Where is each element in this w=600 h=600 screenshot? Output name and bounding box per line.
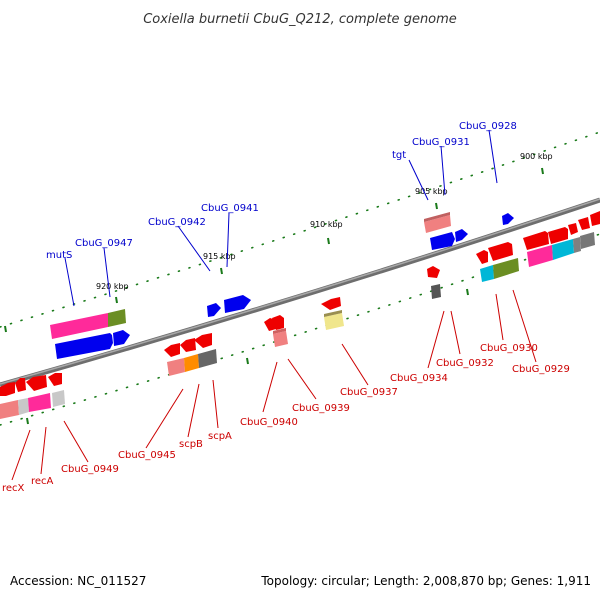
cog-block-0945	[167, 358, 185, 376]
cog-block-recX2	[18, 398, 29, 415]
gene-label-scpB[interactable]: scpB	[179, 439, 203, 450]
kbp-label-915: 915 kbp	[203, 252, 236, 261]
gene-block-0929c[interactable]	[568, 223, 578, 235]
cog-block-0929b	[552, 239, 574, 260]
reverse-leader-lines	[11, 289, 537, 481]
gene-block-0930a[interactable]	[476, 250, 488, 264]
kbp-label-920: 920 kbp	[96, 282, 129, 291]
gene-block-0947[interactable]	[55, 333, 113, 359]
cog-block-0934	[431, 284, 441, 299]
genome-backbone-highlight	[0, 198, 600, 385]
gene-label-CbuG_0949[interactable]: CbuG_0949	[61, 464, 119, 475]
gene-block-0929e[interactable]	[590, 211, 600, 226]
map-title: Coxiella burnetii CbuG_Q212, complete ge…	[143, 12, 457, 27]
gene-block-tgt[interactable]	[430, 232, 455, 250]
cog-block-0930b	[493, 258, 519, 279]
gene-block-scpA[interactable]	[194, 333, 212, 348]
gene-label-scpA[interactable]: scpA	[208, 431, 232, 442]
gene-label-tgt[interactable]: tgt	[392, 150, 406, 161]
gene-label-recA[interactable]: recA	[31, 476, 54, 487]
cog-block-0929	[527, 245, 553, 267]
gene-label-CbuG_0945[interactable]: CbuG_0945	[118, 450, 176, 461]
gene-block-0929a[interactable]	[523, 231, 549, 250]
major-ticks	[4, 167, 544, 425]
gene-label-CbuG_0937[interactable]: CbuG_0937	[340, 387, 398, 398]
cog-block-0937	[324, 313, 344, 330]
kbp-label-910: 910 kbp	[310, 220, 343, 229]
outer-tick-ring	[0, 131, 600, 328]
gene-block-0942[interactable]	[207, 303, 221, 317]
cog-block-0937-cap	[324, 310, 342, 317]
gene-block-0941[interactable]	[224, 295, 251, 313]
cog-block-tgt	[424, 215, 451, 233]
gene-label-CbuG_0930[interactable]: CbuG_0930	[480, 343, 538, 354]
cog-block-0940-cap	[273, 328, 286, 334]
cog-block-0940	[273, 331, 288, 347]
cog-block-0949	[52, 390, 65, 407]
cog-block-0930	[480, 265, 494, 282]
gene-block-0929b[interactable]	[548, 227, 568, 244]
gene-label-CbuG_0934[interactable]: CbuG_0934	[390, 373, 448, 384]
gene-label-CbuG_0940[interactable]: CbuG_0940	[240, 417, 298, 428]
genome-backbone	[0, 197, 600, 388]
gene-block-0931[interactable]	[455, 229, 468, 242]
gene-block-0930b[interactable]	[488, 242, 513, 261]
kbp-label-900: 900 kbp	[520, 152, 553, 161]
gene-block-recXb[interactable]	[15, 378, 26, 392]
gene-label-CbuG_0928[interactable]: CbuG_0928	[459, 121, 517, 132]
cog-block-0947	[50, 309, 126, 339]
gene-label-CbuG_0941[interactable]: CbuG_0941	[201, 203, 259, 214]
gene-block-0939b[interactable]	[272, 315, 284, 330]
kbp-label-905: 905 kbp	[415, 187, 448, 196]
cog-block-0929c	[573, 237, 581, 253]
cog-block-recX	[0, 400, 19, 419]
gene-block-recA[interactable]	[26, 375, 47, 391]
gene-block-mutS[interactable]	[113, 330, 130, 346]
gene-label-CbuG_0932[interactable]: CbuG_0932	[436, 358, 494, 369]
gene-label-mutS[interactable]: mutS	[46, 250, 72, 261]
gene-block-recX[interactable]	[0, 382, 15, 396]
topology-text: Topology: circular; Length: 2,008,870 bp…	[261, 574, 591, 588]
cog-block-tgt-cap	[424, 212, 450, 222]
gene-block-0928[interactable]	[502, 213, 514, 225]
gene-label-CbuG_0942[interactable]: CbuG_0942	[148, 217, 206, 228]
gene-block-0949[interactable]	[48, 373, 62, 386]
gene-block-0945b[interactable]	[180, 338, 196, 352]
gene-block-0932[interactable]	[427, 266, 440, 278]
forward-leader-lines	[64, 129, 498, 307]
gene-block-0939[interactable]	[264, 318, 276, 331]
accession-text: Accession: NC_011527	[10, 574, 147, 588]
gene-block-0945a[interactable]	[164, 343, 180, 357]
gene-block-0929d[interactable]	[578, 217, 590, 230]
gene-label-CbuG_0947[interactable]: CbuG_0947	[75, 238, 133, 249]
gene-block-0937[interactable]	[321, 297, 341, 310]
cog-block-0929d	[580, 232, 595, 249]
gene-label-CbuG_0939[interactable]: CbuG_0939	[292, 403, 350, 414]
gene-label-recX[interactable]: recX	[2, 483, 25, 494]
gene-label-CbuG_0929[interactable]: CbuG_0929	[512, 364, 570, 375]
gene-label-CbuG_0931[interactable]: CbuG_0931	[412, 137, 470, 148]
cog-block-scpA	[198, 349, 217, 368]
cog-block-recA	[28, 393, 51, 412]
cog-block-scpB	[184, 354, 199, 372]
